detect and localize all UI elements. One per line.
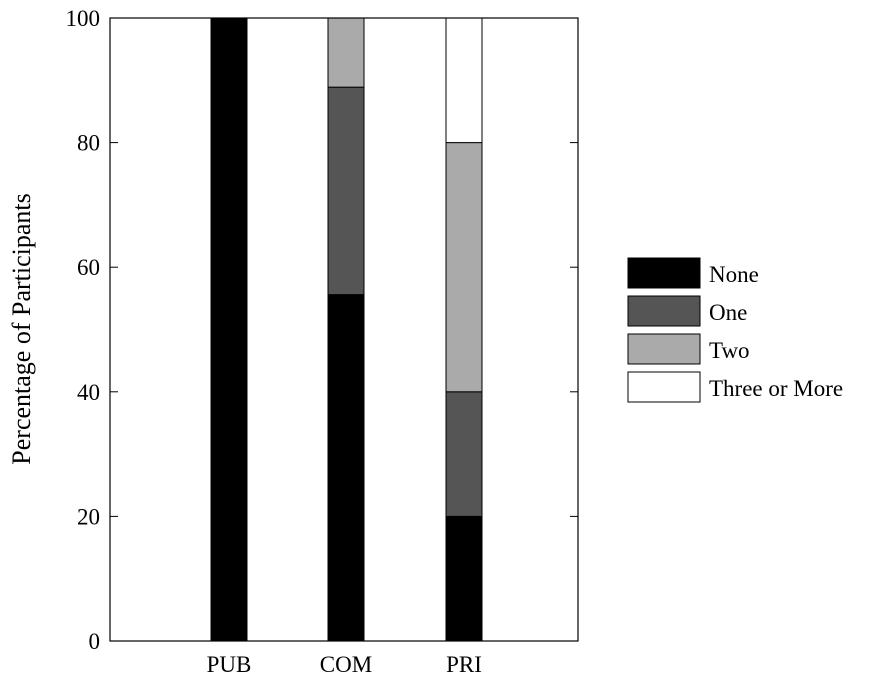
legend: None One Two Three or More bbox=[627, 257, 843, 403]
bar-segment-pri-none bbox=[445, 515, 483, 642]
y-axis-label: Percentage of Participants bbox=[7, 193, 36, 464]
plot-frame bbox=[109, 17, 579, 642]
legend-swatch-one bbox=[627, 295, 701, 327]
y-tick-label-40: 40 bbox=[77, 380, 100, 405]
y-axis-ticks: 0 20 40 60 80 100 bbox=[66, 6, 578, 654]
x-axis-tick-labels: PUB COM PRI bbox=[207, 633, 482, 677]
legend-label-two: Two bbox=[709, 338, 750, 363]
y-tick-label-20: 20 bbox=[77, 504, 100, 529]
bars-layer bbox=[210, 17, 483, 642]
x-tick-label-pub: PUB bbox=[207, 652, 252, 677]
legend-label-none: None bbox=[709, 262, 759, 287]
bar-segment-com-two bbox=[327, 17, 365, 88]
y-tick-label-60: 60 bbox=[77, 255, 100, 280]
bar-segment-pub-none bbox=[210, 17, 248, 642]
legend-swatch-three-or-more bbox=[627, 371, 701, 403]
legend-label-three-or-more: Three or More bbox=[709, 376, 843, 401]
y-tick-label-100: 100 bbox=[66, 6, 101, 31]
legend-swatch-none bbox=[627, 257, 701, 289]
bar-segment-com-one bbox=[327, 86, 365, 296]
legend-swatch-two bbox=[627, 333, 701, 365]
y-tick-label-0: 0 bbox=[89, 629, 101, 654]
y-tick-label-80: 80 bbox=[77, 131, 100, 156]
bar-segment-pri-two bbox=[445, 142, 483, 393]
x-tick-label-pri: PRI bbox=[446, 652, 482, 677]
bar-segment-pri-three-or-more bbox=[445, 17, 483, 144]
bar-segment-pri-one bbox=[445, 391, 483, 517]
x-tick-label-com: COM bbox=[320, 652, 372, 677]
bar-segment-com-none bbox=[327, 294, 365, 642]
legend-label-one: One bbox=[709, 300, 747, 325]
